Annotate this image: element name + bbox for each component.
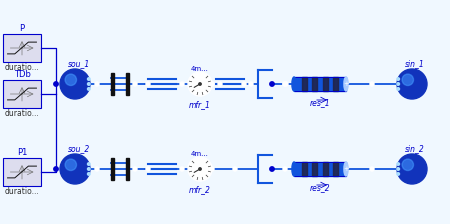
Circle shape (210, 167, 214, 171)
Ellipse shape (344, 77, 348, 91)
Circle shape (283, 82, 287, 86)
Ellipse shape (292, 162, 296, 176)
Circle shape (370, 167, 374, 171)
Circle shape (87, 83, 90, 85)
Circle shape (402, 159, 414, 170)
Bar (126, 158, 129, 180)
Circle shape (188, 72, 212, 96)
Ellipse shape (292, 77, 296, 91)
Circle shape (87, 88, 90, 90)
Circle shape (87, 173, 90, 175)
Circle shape (65, 159, 77, 170)
Circle shape (397, 168, 400, 170)
Text: sou_2: sou_2 (68, 144, 90, 153)
Circle shape (133, 82, 137, 86)
Circle shape (397, 88, 400, 90)
Bar (302, 162, 307, 176)
Circle shape (87, 78, 90, 80)
Text: duratio...: duratio... (4, 187, 40, 196)
Text: +: + (343, 81, 349, 87)
Circle shape (249, 82, 253, 86)
Circle shape (199, 168, 201, 170)
Circle shape (370, 82, 374, 86)
Circle shape (199, 83, 201, 85)
Circle shape (233, 167, 237, 171)
Text: duratio...: duratio... (4, 109, 40, 118)
Bar (302, 77, 307, 91)
Circle shape (133, 167, 137, 171)
Circle shape (397, 173, 400, 175)
Bar (3, 34, 41, 62)
Circle shape (54, 167, 58, 171)
Circle shape (218, 82, 222, 86)
Circle shape (60, 154, 90, 184)
Bar (294, 77, 346, 91)
Circle shape (146, 167, 150, 171)
Circle shape (242, 82, 246, 86)
Text: res_1: res_1 (310, 98, 330, 107)
Circle shape (283, 82, 287, 86)
Text: TDb: TDb (14, 70, 31, 79)
Text: sou_1: sou_1 (68, 59, 90, 68)
Text: 4m...: 4m... (191, 66, 209, 72)
Bar (111, 73, 114, 95)
Circle shape (397, 78, 400, 80)
Circle shape (87, 163, 90, 165)
Text: mfr_1: mfr_1 (189, 100, 211, 109)
Circle shape (284, 82, 288, 86)
Bar (111, 158, 114, 180)
Bar (294, 162, 346, 176)
Circle shape (270, 167, 274, 171)
Circle shape (54, 82, 58, 86)
Text: P1: P1 (17, 148, 27, 157)
Text: mfr_2: mfr_2 (189, 185, 211, 194)
Circle shape (270, 82, 274, 86)
Text: P: P (19, 24, 25, 33)
Circle shape (60, 69, 90, 99)
Bar (333, 77, 338, 91)
Bar (294, 77, 346, 91)
Bar (323, 77, 328, 91)
Bar (312, 77, 317, 91)
Text: +: + (343, 166, 349, 172)
Circle shape (65, 74, 77, 86)
Ellipse shape (344, 162, 348, 176)
Text: duratio...: duratio... (4, 63, 40, 72)
Bar (323, 162, 328, 176)
Circle shape (210, 82, 214, 86)
Bar (3, 80, 41, 108)
Text: res_2: res_2 (310, 183, 330, 192)
Bar (294, 162, 346, 176)
Text: sin_1: sin_1 (405, 59, 424, 68)
Circle shape (397, 154, 427, 184)
Text: 4m...: 4m... (191, 151, 209, 157)
Bar (312, 162, 317, 176)
Circle shape (188, 157, 212, 181)
Circle shape (283, 167, 287, 171)
Bar (3, 158, 41, 186)
Circle shape (402, 74, 414, 86)
Circle shape (95, 82, 99, 86)
Circle shape (146, 82, 150, 86)
Bar (126, 73, 129, 95)
Circle shape (87, 168, 90, 170)
Circle shape (397, 83, 400, 85)
Circle shape (180, 167, 184, 171)
Text: sin_2: sin_2 (405, 144, 424, 153)
Circle shape (180, 82, 184, 86)
Bar (333, 162, 338, 176)
Circle shape (397, 69, 427, 99)
Circle shape (397, 163, 400, 165)
Circle shape (95, 167, 99, 171)
